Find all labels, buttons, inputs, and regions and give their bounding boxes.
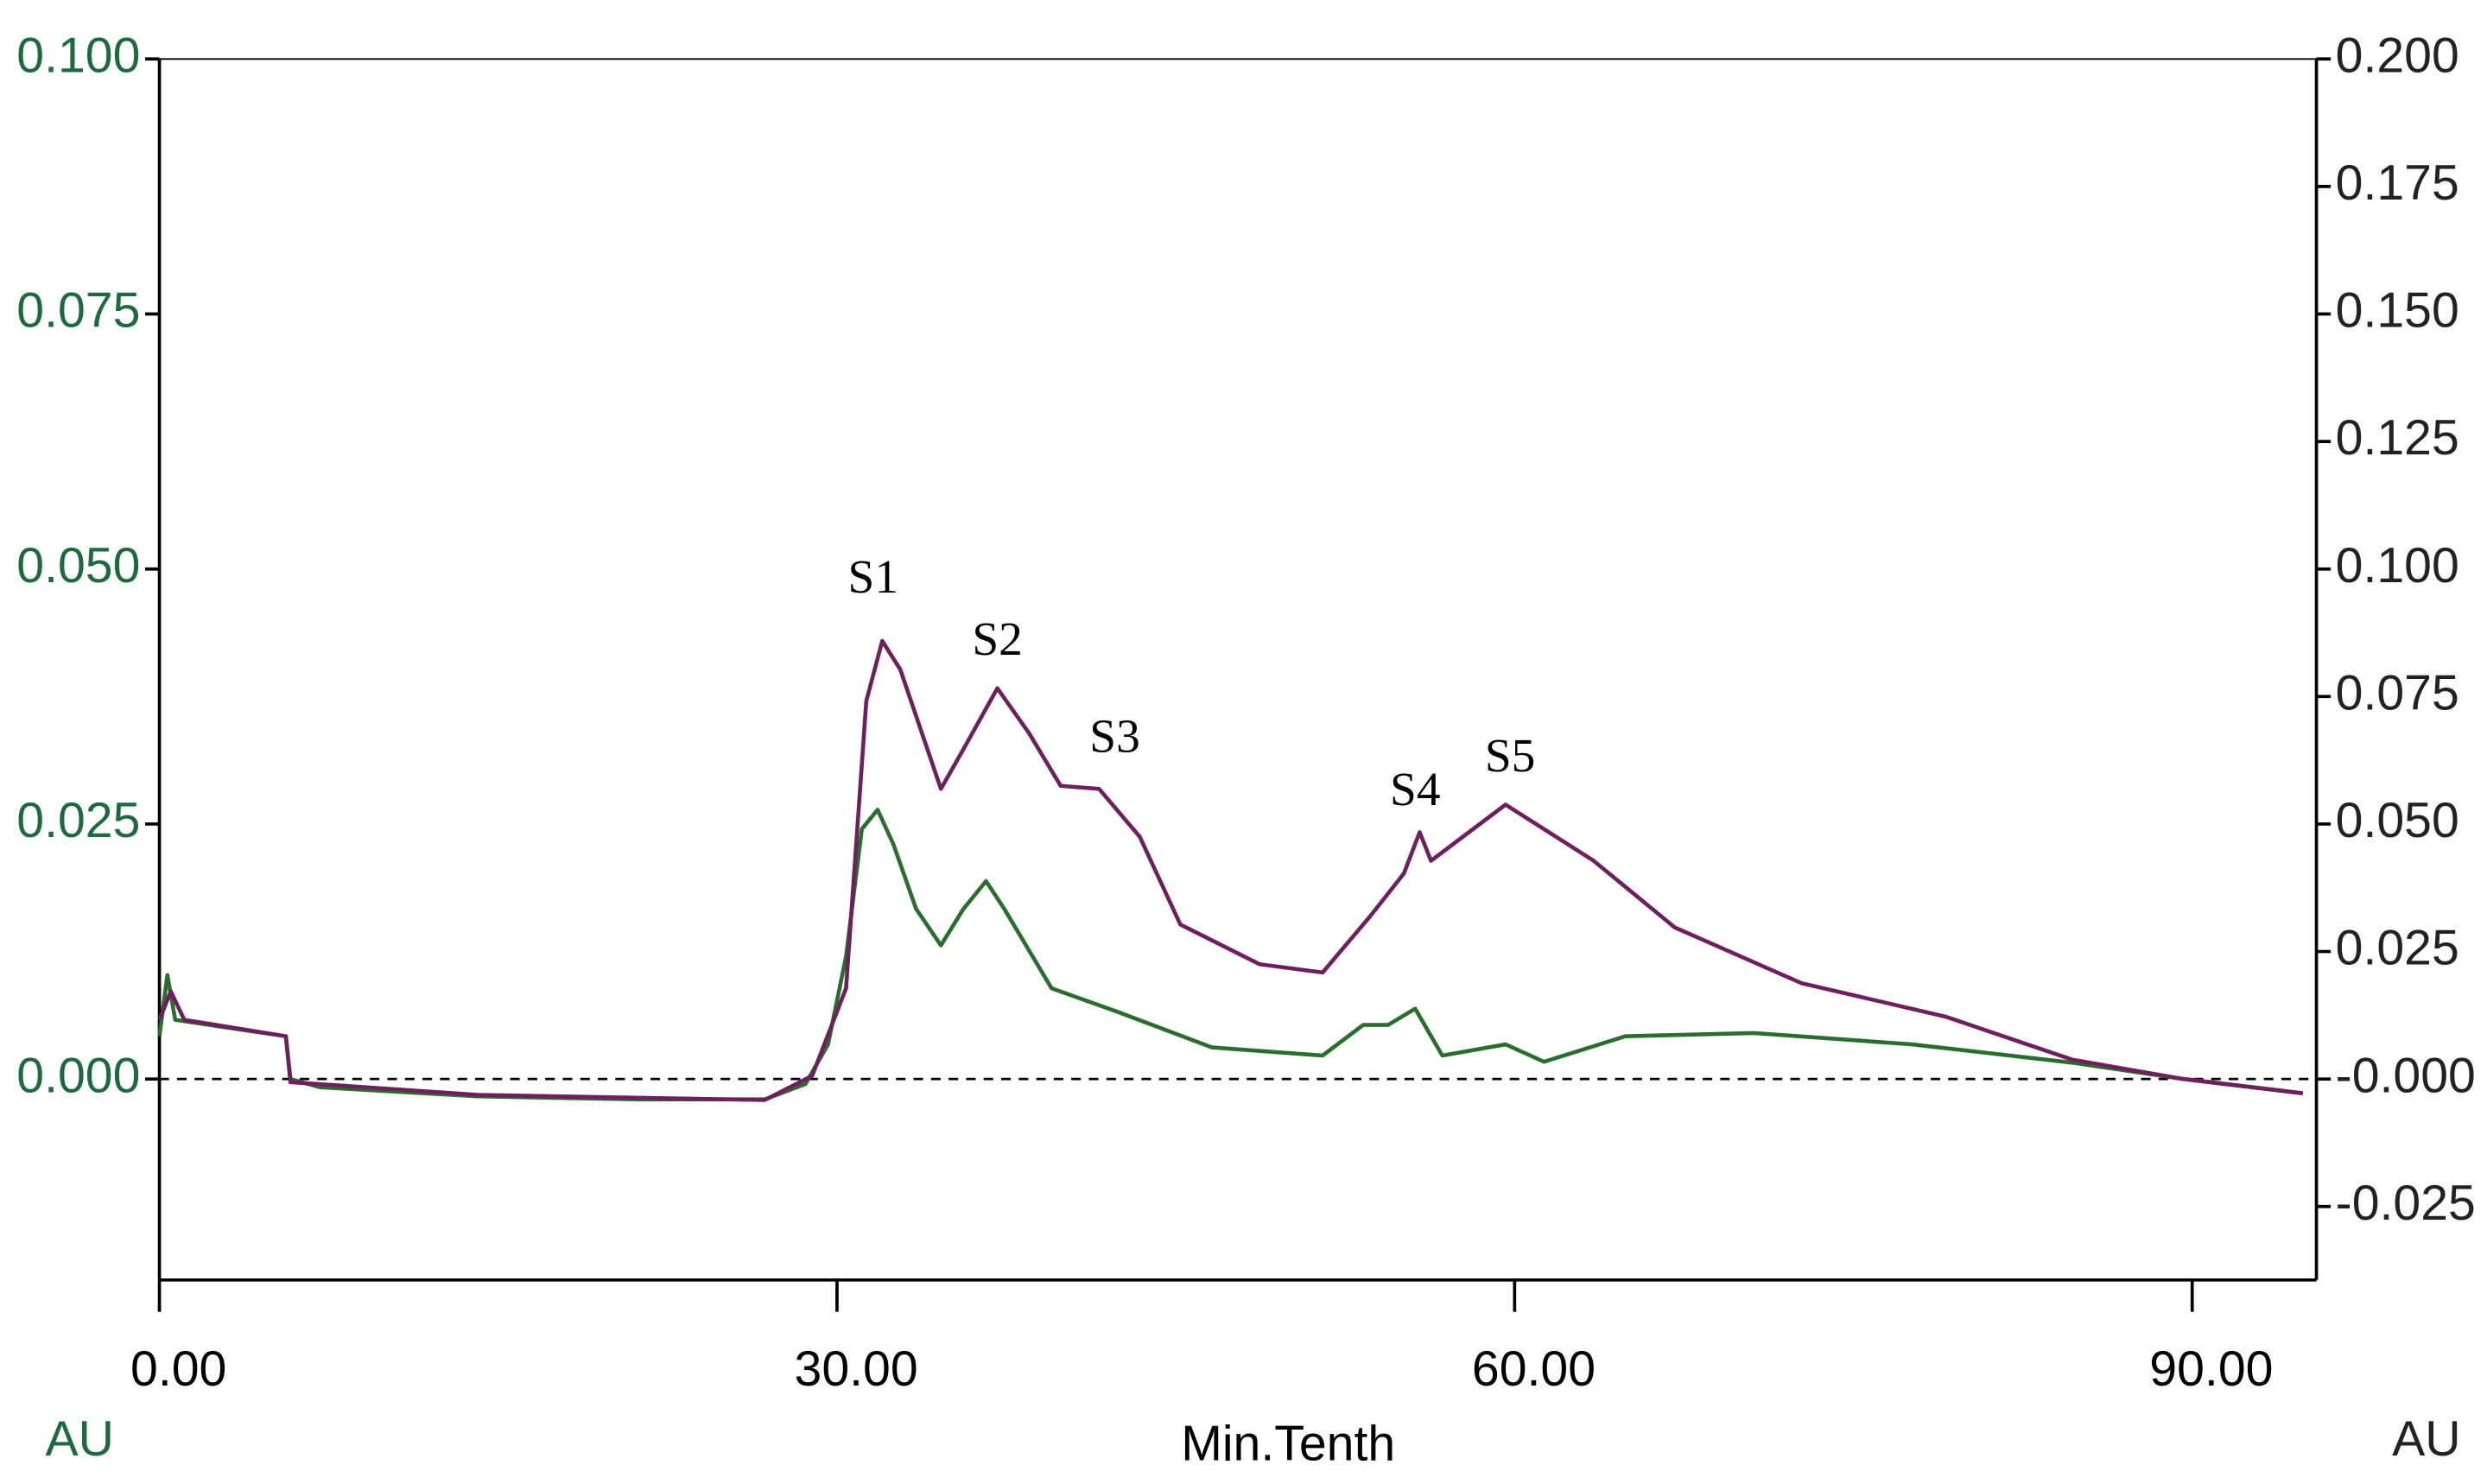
y-tick-label: 0.075 <box>16 283 140 339</box>
y-tick-label: 0.100 <box>16 28 140 83</box>
y2-tick-label: 0.050 <box>2336 793 2459 848</box>
y2-tick-label: 0.075 <box>2336 665 2459 720</box>
x-axis-label: Min.Tenth <box>1181 1417 1395 1472</box>
y2-tick-label: 0.175 <box>2336 155 2459 211</box>
data-line <box>157 638 2304 1102</box>
y-axis-label: AU <box>46 1411 114 1467</box>
y2-tick-label: 0.200 <box>2336 28 2459 83</box>
peak-label: S3 <box>1089 709 1139 762</box>
y2-tick-label: -0.025 <box>2336 1176 2476 1231</box>
x-tick-label: 60.00 <box>1472 1341 1596 1397</box>
x-tick-label: 90.00 <box>2149 1341 2273 1397</box>
y-tick-label: 0.000 <box>16 1048 140 1103</box>
y2-axis-label: AU <box>2392 1411 2460 1467</box>
peak-label: S5 <box>1485 729 1535 782</box>
peak-label: S1 <box>848 550 898 603</box>
x-tick-label: 30.00 <box>795 1341 918 1397</box>
y2-tick-label: 0.125 <box>2336 410 2459 466</box>
peak-label: S2 <box>972 612 1022 665</box>
y2-tick-label: 0.025 <box>2336 921 2459 976</box>
data-line <box>157 808 2304 1102</box>
y2-tick-label: 0.150 <box>2336 283 2459 339</box>
peak-label: S4 <box>1390 763 1440 815</box>
x-tick-label: 0.00 <box>130 1341 226 1397</box>
y-tick-label: 0.050 <box>16 538 140 593</box>
y2-tick-label: 0.100 <box>2336 538 2459 593</box>
y2-tick-label: -0.000 <box>2336 1048 2476 1103</box>
y-tick-label: 0.025 <box>16 793 140 848</box>
